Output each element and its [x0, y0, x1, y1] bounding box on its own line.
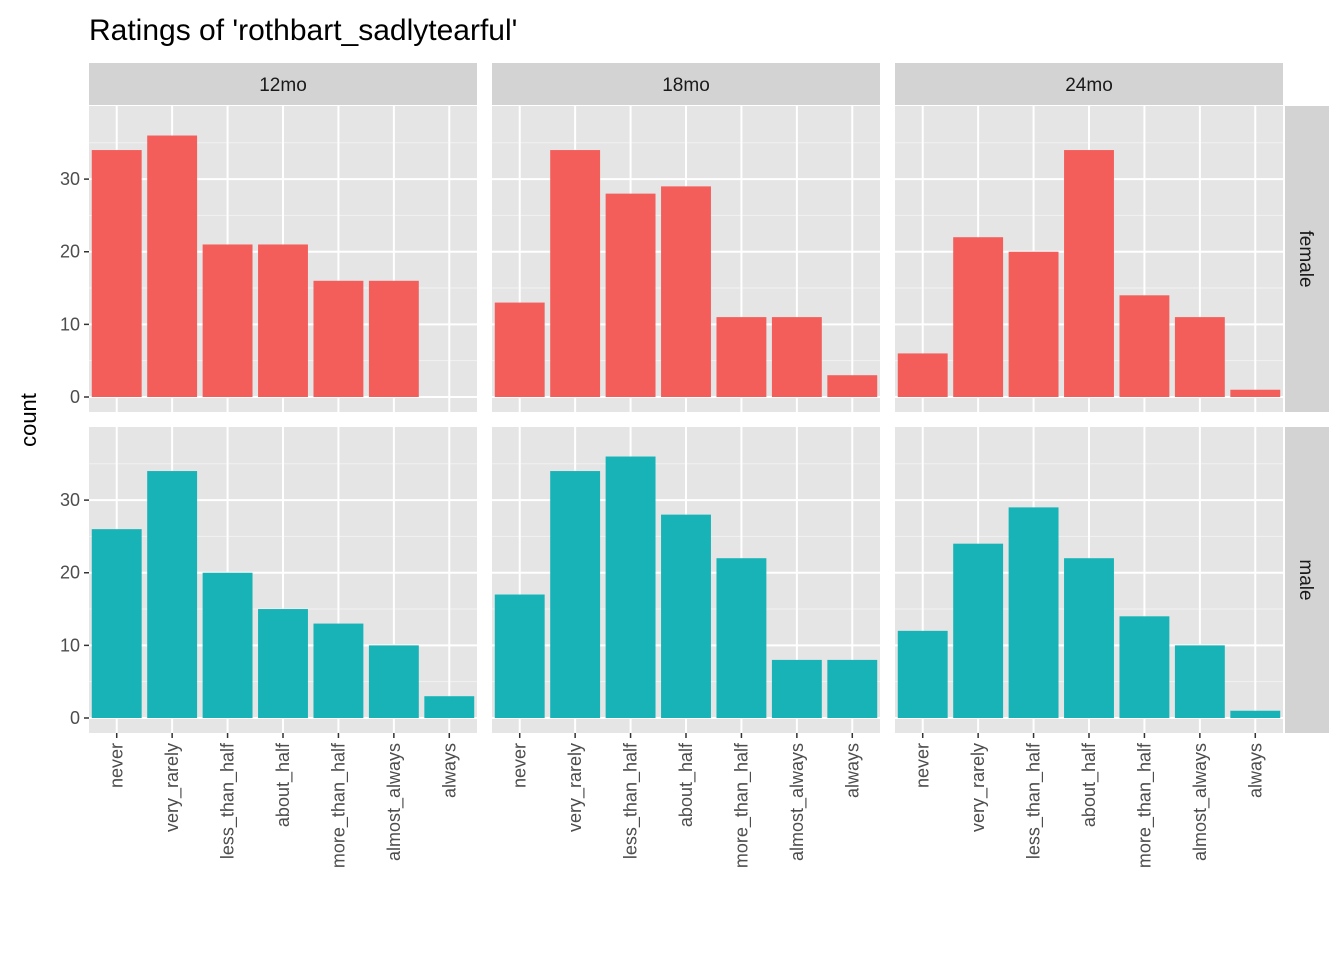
strip-female	[1285, 106, 1329, 412]
bar-18mo-male-never	[494, 594, 545, 718]
x-tick-label-very-rarely: very_rarely	[162, 743, 183, 832]
x-tick-label-almost-always: almost_always	[1190, 743, 1211, 861]
strip-24mo	[895, 63, 1283, 105]
bar-24mo-male-more-than-half	[1119, 616, 1170, 718]
bar-12mo-male-more-than-half	[313, 623, 364, 718]
x-tick-label-almost-always: almost_always	[787, 743, 808, 861]
x-tick-label-about-half: about_half	[273, 742, 294, 827]
y-axis-title: count	[16, 393, 41, 447]
x-tick-label-never: never	[107, 743, 127, 788]
bar-24mo-female-always	[1230, 389, 1281, 397]
y-tick-label-20: 20	[60, 242, 80, 262]
panel-12mo-female: 0 10 20 30	[60, 106, 477, 412]
y-tick-label-30: 30	[60, 490, 80, 510]
x-tick-label-always: always	[439, 743, 459, 798]
x-tick-label-less-than-half: less_than_half	[621, 742, 642, 859]
chart-title: Ratings of 'rothbart_sadlytearful'	[89, 14, 517, 47]
bar-12mo-female-about-half	[258, 244, 308, 397]
bar-18mo-female-very-rarely	[550, 150, 601, 397]
panel-12mo-male: 0 10 20 30 never very_rarely less_than_half abo…	[60, 427, 477, 868]
bar-24mo-male-almost-always	[1174, 645, 1225, 718]
panel-24mo-female	[895, 106, 1283, 412]
bar-24mo-male-less-than-half	[1008, 507, 1059, 718]
bar-12mo-female-never	[91, 150, 142, 397]
x-tick-label-always: always	[842, 743, 862, 798]
bar-24mo-male-very-rarely	[953, 543, 1004, 718]
bar-18mo-female-less-than-half	[605, 193, 656, 397]
bar-18mo-male-very-rarely	[550, 471, 601, 718]
panel-24mo-male: never very_rarely less_than_half about_half…	[895, 427, 1283, 868]
panel-18mo-female	[492, 106, 880, 412]
bar-18mo-male-always	[827, 659, 878, 718]
bar-24mo-female-almost-always	[1174, 317, 1225, 397]
bar-18mo-male-more-than-half	[716, 558, 767, 718]
bar-18mo-male-less-than-half	[605, 456, 656, 718]
panel-18mo-male: never very_rarely less_than_half about_half…	[492, 427, 880, 868]
bar-12mo-female-more-than-half	[313, 280, 364, 397]
x-tick-label-very-rarely: very_rarely	[968, 743, 989, 832]
bar-12mo-male-about-half	[258, 609, 308, 718]
x-tick-label-almost-always: almost_always	[384, 743, 405, 861]
y-tick-label-0: 0	[70, 387, 80, 407]
y-tick-label-10: 10	[60, 635, 80, 655]
bar-12mo-female-very-rarely	[147, 135, 198, 398]
bar-12mo-male-almost-always	[368, 645, 419, 718]
x-tick-label-less-than-half: less_than_half	[1024, 742, 1045, 859]
bar-24mo-female-more-than-half	[1119, 295, 1170, 397]
bar-12mo-female-less-than-half	[202, 244, 253, 397]
x-tick-label-very-rarely: very_rarely	[565, 743, 586, 832]
bar-18mo-female-always	[827, 375, 878, 397]
bar-24mo-male-never	[897, 630, 948, 718]
y-tick-label-10: 10	[60, 314, 80, 334]
bar-18mo-male-about-half	[661, 514, 711, 718]
x-tick-label-more-than-half: more_than_half	[328, 742, 349, 868]
y-tick-label-20: 20	[60, 563, 80, 583]
bar-12mo-male-very-rarely	[147, 471, 198, 718]
bar-24mo-female-never	[897, 353, 948, 397]
strip-label-24mo: 24mo	[1065, 75, 1113, 96]
y-tick-label-0: 0	[70, 708, 80, 728]
bar-24mo-female-about-half	[1064, 150, 1114, 397]
bar-12mo-female-almost-always	[368, 280, 419, 397]
bar-18mo-female-never	[494, 302, 545, 397]
y-tick-label-30: 30	[60, 169, 80, 189]
strip-label-male: male	[1295, 559, 1316, 600]
x-tick-label-more-than-half: more_than_half	[1134, 742, 1155, 868]
strip-label-18mo: 18mo	[662, 75, 710, 96]
strip-label-12mo: 12mo	[259, 75, 307, 96]
x-tick-label-about-half: about_half	[1079, 742, 1100, 827]
x-tick-label-always: always	[1245, 743, 1265, 798]
x-tick-label-never: never	[510, 743, 530, 788]
bar-24mo-female-very-rarely	[953, 237, 1004, 397]
bar-18mo-female-almost-always	[771, 317, 822, 397]
bar-18mo-female-about-half	[661, 186, 711, 397]
bar-18mo-female-more-than-half	[716, 317, 767, 397]
strip-male	[1285, 427, 1329, 733]
bar-12mo-male-never	[91, 529, 142, 718]
x-tick-label-less-than-half: less_than_half	[218, 742, 239, 859]
bar-12mo-male-less-than-half	[202, 572, 253, 718]
bar-24mo-male-always	[1230, 710, 1281, 718]
panels-layer: 12mo 18mo 24mo female male 0 10 20 30 0 10 20 30 neve…	[60, 63, 1329, 868]
bar-24mo-female-less-than-half	[1008, 251, 1059, 397]
x-tick-label-more-than-half: more_than_half	[731, 742, 752, 868]
strip-18mo	[492, 63, 880, 105]
bar-18mo-male-almost-always	[771, 659, 822, 718]
x-tick-label-never: never	[913, 743, 933, 788]
bar-24mo-male-about-half	[1064, 558, 1114, 718]
bar-12mo-male-always	[424, 696, 475, 718]
strip-label-female: female	[1295, 230, 1316, 287]
x-tick-label-about-half: about_half	[676, 742, 697, 827]
strip-12mo	[89, 63, 477, 105]
